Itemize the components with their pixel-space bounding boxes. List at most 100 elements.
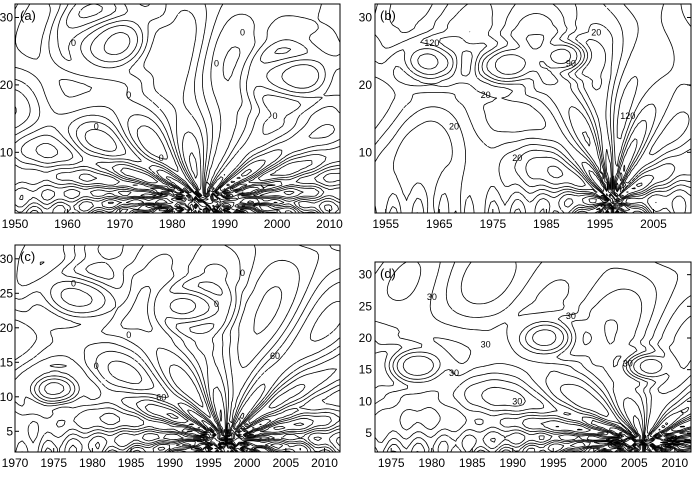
- contour-negative: [99, 281, 340, 452]
- y-tick-label: 20: [359, 78, 373, 92]
- x-tick-label: 2010: [661, 456, 688, 470]
- x-tick-label: 1990: [211, 217, 238, 231]
- contour-positive: [547, 165, 687, 213]
- contour-positive: [402, 315, 691, 452]
- y-tick-label: 15: [359, 363, 373, 377]
- x-tick-label: 2010: [316, 217, 343, 231]
- y-tick-label: 20: [0, 78, 13, 92]
- panel-b: 120 20 90 120 20 20 20 1955 1965 1975 1985 1995 2005…: [359, 3, 692, 231]
- y-tick-label: 20: [0, 321, 13, 335]
- y-tick-label: 10: [359, 394, 373, 408]
- contour-negative: [460, 38, 655, 213]
- contour-label: 0: [126, 330, 131, 340]
- contour-lines: 0 0 0 60 60 0 0: [15, 245, 340, 452]
- contour-positive: [495, 34, 691, 213]
- contour-positive: [38, 378, 305, 452]
- y-tick-label: 20: [359, 331, 373, 345]
- contour-label: 90: [566, 59, 576, 69]
- x-tick-label: 2000: [234, 456, 261, 470]
- contour-negative: [15, 4, 340, 213]
- x-tick-label: 1985: [533, 217, 560, 231]
- contour-positive: [555, 425, 583, 431]
- contour-negative: [15, 4, 313, 213]
- x-tick-label: 1950: [2, 217, 29, 231]
- contour-label: 0: [214, 59, 219, 69]
- x-tick-label: 1990: [156, 456, 183, 470]
- contour-positive: [16, 245, 337, 452]
- contour-label: 0: [126, 90, 131, 100]
- contour-label: 20: [481, 90, 491, 100]
- contour-label: 0: [272, 111, 277, 121]
- x-tick-label: 1970: [2, 456, 29, 470]
- contour-positive: [35, 32, 340, 213]
- contour-negative: [15, 245, 340, 452]
- x-tick-label: 1975: [479, 217, 506, 231]
- contour-negative: [375, 262, 691, 452]
- y-tick-label: 30: [0, 10, 13, 24]
- y-tick-label: 25: [0, 286, 13, 300]
- contour-positive: [389, 4, 691, 213]
- y-tick-label: 25: [359, 299, 373, 313]
- contour-lines: 0 0 0 0 0 0 0: [15, 4, 340, 213]
- contour-label: 120: [620, 111, 635, 121]
- contour-label: 60: [156, 392, 166, 402]
- contour-label: 60: [270, 351, 280, 361]
- y-tick-label: 15: [0, 355, 13, 369]
- x-tick-label: 1995: [195, 456, 222, 470]
- contour-label: 0: [71, 38, 76, 48]
- x-tick-label: 1975: [378, 456, 405, 470]
- contour-negative: [391, 319, 690, 452]
- contour-negative: [208, 409, 340, 452]
- x-tick-label: 1980: [79, 456, 106, 470]
- x-tick-label: 1955: [372, 217, 399, 231]
- x-tick-label: 2000: [264, 217, 291, 231]
- contour-positive: [375, 262, 691, 452]
- contour-negative: [612, 415, 669, 452]
- x-tick-label: 1960: [54, 217, 81, 231]
- y-tick-label: 5: [6, 424, 13, 438]
- contour-lines: 30 30 30 30 30 30: [375, 262, 691, 452]
- panel-label: (d): [380, 266, 396, 281]
- contour-positive: [15, 4, 340, 213]
- y-tick-label: 10: [359, 145, 373, 159]
- contour-label: 20: [449, 121, 459, 131]
- plot-frame: [14, 3, 341, 214]
- contour-label: 0: [240, 268, 245, 278]
- contour-positive: [15, 4, 340, 213]
- contour-label: 30: [449, 368, 459, 378]
- y-tick-label: 30: [359, 268, 373, 282]
- contour-label: 30: [427, 292, 437, 302]
- contour-label: 30: [481, 340, 491, 350]
- panel-label: (c): [20, 249, 35, 264]
- y-tick-label: 5: [365, 426, 372, 440]
- contour-lines: 120 20 90 120 20 20 20: [375, 4, 691, 213]
- contour-label: 0: [159, 153, 164, 163]
- panel-label: (a): [20, 8, 36, 23]
- x-tick-label: 2005: [272, 456, 299, 470]
- contour-positive: [386, 262, 691, 452]
- contour-negative: [588, 164, 643, 213]
- x-tick-label: 1985: [118, 456, 145, 470]
- x-tick-label: 1985: [459, 456, 486, 470]
- contour-positive: [44, 382, 65, 395]
- plot-frame: [14, 244, 341, 453]
- plot-frame: [374, 261, 692, 453]
- contour-label: 120: [424, 38, 439, 48]
- contour-label: 0: [214, 299, 219, 309]
- contour-negative: [15, 4, 327, 213]
- contour-label: 20: [512, 153, 522, 163]
- x-tick-label: 1980: [159, 217, 186, 231]
- contour-negative: [375, 4, 691, 213]
- contour-positive: [15, 245, 340, 452]
- y-tick-label: 10: [0, 145, 13, 159]
- x-tick-label: 1980: [418, 456, 445, 470]
- x-tick-label: 1975: [40, 456, 67, 470]
- x-tick-label: 2000: [580, 456, 607, 470]
- contour-label: 30: [623, 359, 633, 369]
- panel-a: 0 0 0 0 0 0 0 1950 1960 1970 1980 1990 2000 2010 10 20 3…: [0, 3, 343, 231]
- x-tick-label: 1990: [499, 456, 526, 470]
- x-tick-label: 1995: [587, 217, 614, 231]
- contour-label: 0: [71, 278, 76, 288]
- x-tick-label: 2005: [621, 456, 648, 470]
